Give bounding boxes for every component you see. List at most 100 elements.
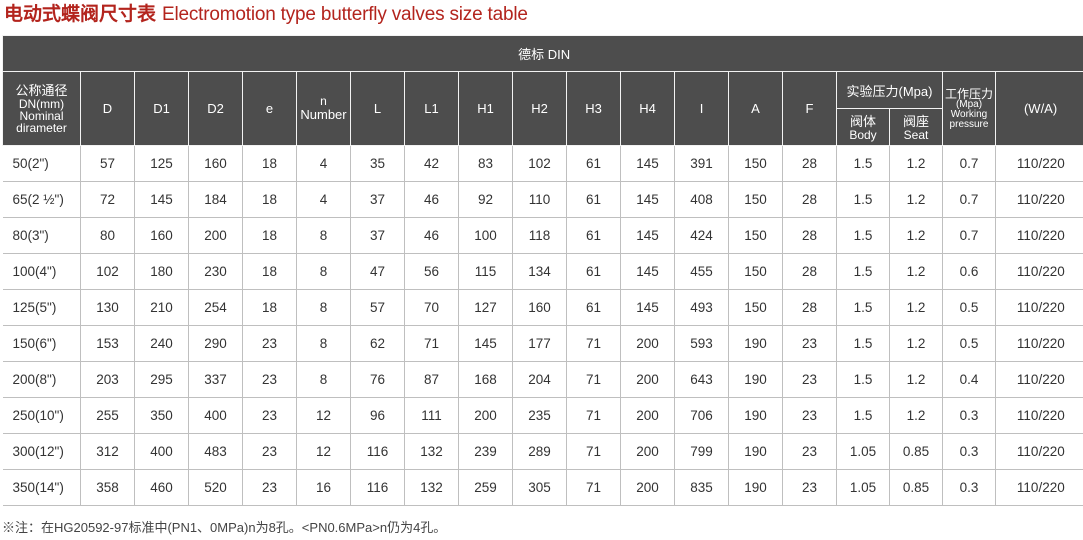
- table-cell: 424: [674, 217, 729, 254]
- table-cell: 160: [512, 289, 567, 326]
- table-cell: 8: [296, 289, 351, 326]
- table-cell: 8: [296, 361, 351, 398]
- table-cell: 290: [188, 325, 243, 362]
- table-cell: 57: [350, 289, 405, 326]
- table-cell: 23: [242, 469, 297, 506]
- table-cell: 62: [350, 325, 405, 362]
- cell-dn: 250(10"): [2, 397, 81, 434]
- table-cell: 28: [782, 181, 837, 218]
- table-row: 150(6") 153 240 290 23 8 62 71 145 177 71 200 593 190…: [2, 325, 1083, 362]
- table-cell: 76: [350, 361, 405, 398]
- table-cell: 230: [188, 253, 243, 290]
- table-cell: 200: [188, 217, 243, 254]
- table-cell: 37: [350, 181, 405, 218]
- table-cell: 160: [134, 217, 189, 254]
- table-cell: 61: [566, 253, 621, 290]
- table-cell: 643: [674, 361, 729, 398]
- table-cell: 145: [458, 325, 513, 362]
- table-cell: 337: [188, 361, 243, 398]
- table-cell: 116: [350, 433, 405, 470]
- table-cell: 180: [134, 253, 189, 290]
- header-n: n Number: [296, 71, 351, 146]
- table-cell: 111: [404, 397, 459, 434]
- table-cell: 0.5: [942, 325, 996, 362]
- table-row: 65(2 ½") 72 145 184 18 4 37 46 92 110 61 145 408 150 2…: [2, 181, 1083, 218]
- table-cell: 71: [404, 325, 459, 362]
- header-seat: 阀座 Seat: [889, 108, 943, 146]
- table-cell: 493: [674, 289, 729, 326]
- table-cell: 400: [188, 397, 243, 434]
- table-cell: 455: [674, 253, 729, 290]
- table-cell: 799: [674, 433, 729, 470]
- header-standard: 德标 DIN: [1, 35, 1083, 72]
- header-test-pressure: 实验压力(Mpa): [836, 71, 943, 109]
- table-row: 350(14") 358 460 520 23 16 116 132 259 305 71 200 83…: [2, 469, 1083, 506]
- table-cell: 190: [728, 325, 783, 362]
- table-cell: 12: [296, 433, 351, 470]
- table-cell: 145: [620, 181, 675, 218]
- table-cell: 28: [782, 217, 837, 254]
- table-cell: 200: [620, 361, 675, 398]
- table-cell: 145: [620, 217, 675, 254]
- table-cell: 12: [296, 397, 351, 434]
- table-cell: 110/220: [995, 397, 1083, 434]
- cell-dn: 125(5"): [2, 289, 81, 326]
- table-cell: 61: [566, 181, 621, 218]
- header-L1: L1: [404, 71, 459, 146]
- header-D2: D2: [188, 71, 243, 146]
- table-cell: 203: [80, 361, 135, 398]
- table-cell: 145: [620, 253, 675, 290]
- table-cell: 1.2: [889, 397, 943, 434]
- table-cell: 460: [134, 469, 189, 506]
- header-H4: H4: [620, 71, 675, 146]
- table-cell: 483: [188, 433, 243, 470]
- table-cell: 125: [134, 145, 189, 182]
- table-cell: 18: [242, 253, 297, 290]
- table-cell: 16: [296, 469, 351, 506]
- table-cell: 358: [80, 469, 135, 506]
- table-cell: 145: [620, 145, 675, 182]
- table-cell: 0.85: [889, 433, 943, 470]
- table-cell: 200: [620, 325, 675, 362]
- table-cell: 150: [728, 145, 783, 182]
- table-cell: 0.3: [942, 433, 996, 470]
- table-cell: 1.5: [836, 397, 890, 434]
- table-cell: 160: [188, 145, 243, 182]
- header-I: I: [674, 71, 729, 146]
- page-title: 电动式蝶阀尺寸表 Electromotion type butterfly val…: [4, 2, 528, 26]
- table-cell: 0.5: [942, 289, 996, 326]
- cell-dn: 350(14"): [2, 469, 81, 506]
- table-cell: 200: [458, 397, 513, 434]
- table-cell: 110/220: [995, 433, 1083, 470]
- table-cell: 61: [566, 289, 621, 326]
- table-cell: 116: [350, 469, 405, 506]
- table-cell: 0.7: [942, 145, 996, 182]
- table-cell: 130: [80, 289, 135, 326]
- table-cell: 0.7: [942, 217, 996, 254]
- table-cell: 1.5: [836, 361, 890, 398]
- header-L: L: [350, 71, 405, 146]
- table-cell: 8: [296, 217, 351, 254]
- cell-dn: 80(3"): [2, 217, 81, 254]
- table-cell: 23: [782, 361, 837, 398]
- table-cell: 100: [458, 217, 513, 254]
- table-cell: 0.6: [942, 253, 996, 290]
- table-cell: 150: [728, 217, 783, 254]
- table-cell: 1.2: [889, 217, 943, 254]
- table-cell: 835: [674, 469, 729, 506]
- table-cell: 102: [80, 253, 135, 290]
- table-cell: 0.3: [942, 397, 996, 434]
- header-F: F: [782, 71, 837, 146]
- table-cell: 8: [296, 325, 351, 362]
- table-cell: 145: [134, 181, 189, 218]
- size-table: 德标 DIN 公称通径 DN(mm) Nominal dirameter D D…: [1, 35, 1083, 506]
- table-cell: 1.5: [836, 217, 890, 254]
- header-H2: H2: [512, 71, 567, 146]
- header-D: D: [80, 71, 135, 146]
- table-cell: 83: [458, 145, 513, 182]
- table-cell: 115: [458, 253, 513, 290]
- table-cell: 28: [782, 145, 837, 182]
- table-cell: 110/220: [995, 469, 1083, 506]
- table-cell: 23: [242, 397, 297, 434]
- table-cell: 240: [134, 325, 189, 362]
